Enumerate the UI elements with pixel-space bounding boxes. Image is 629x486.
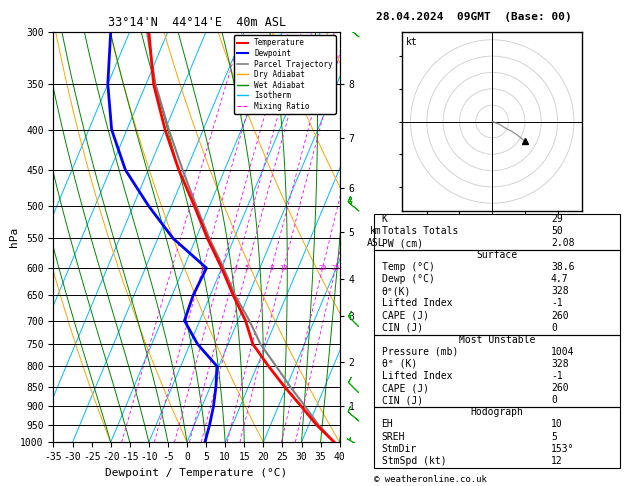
Text: 260: 260 [551,311,569,321]
Text: 2.08: 2.08 [551,238,574,248]
Text: 260: 260 [551,383,569,393]
Bar [374,250,620,335]
Text: 4.7: 4.7 [551,274,569,284]
Text: 25: 25 [331,265,340,271]
Text: Totals Totals: Totals Totals [382,226,458,236]
Text: Pressure (mb): Pressure (mb) [382,347,458,357]
Text: EH: EH [382,419,393,430]
Bar [374,335,620,407]
Text: SREH: SREH [382,432,405,441]
Text: 10: 10 [279,265,288,271]
Text: 2: 2 [201,265,205,271]
Legend: Temperature, Dewpoint, Parcel Trajectory, Dry Adiabat, Wet Adiabat, Isotherm, Mi: Temperature, Dewpoint, Parcel Trajectory… [233,35,336,114]
Text: CIN (J): CIN (J) [382,323,423,333]
Y-axis label: km
ASL: km ASL [367,226,384,248]
Text: Most Unstable: Most Unstable [459,335,535,345]
Text: Surface: Surface [476,250,518,260]
Text: 20: 20 [318,265,327,271]
Text: 328: 328 [551,286,569,296]
Text: CAPE (J): CAPE (J) [382,311,428,321]
Text: -1: -1 [551,298,562,309]
Text: 5: 5 [245,265,249,271]
Text: K: K [382,214,387,224]
Text: 3: 3 [220,265,224,271]
Text: Dewp (°C): Dewp (°C) [382,274,435,284]
Text: 28.04.2024  09GMT  (Base: 00): 28.04.2024 09GMT (Base: 00) [376,12,572,22]
Text: -1: -1 [551,371,562,381]
Text: Hodograph: Hodograph [470,407,523,417]
Y-axis label: hPa: hPa [9,227,19,247]
Bar [374,407,620,468]
Text: 1004: 1004 [551,347,574,357]
Text: PW (cm): PW (cm) [382,238,423,248]
Text: 10: 10 [551,419,562,430]
Text: kt: kt [406,37,418,47]
Text: θᵉ (K): θᵉ (K) [382,359,417,369]
Text: Lifted Index: Lifted Index [382,298,452,309]
Text: Temp (°C): Temp (°C) [382,262,435,272]
Text: 0: 0 [551,395,557,405]
Text: 328: 328 [551,359,569,369]
Text: StmDir: StmDir [382,444,417,453]
Bar [374,214,620,250]
Text: StmSpd (kt): StmSpd (kt) [382,456,446,466]
Text: Lifted Index: Lifted Index [382,371,452,381]
Text: CAPE (J): CAPE (J) [382,383,428,393]
Text: 5: 5 [551,432,557,441]
Text: 29: 29 [551,214,562,224]
Title: 33°14'N  44°14'E  40m ASL: 33°14'N 44°14'E 40m ASL [108,16,286,29]
Text: 12: 12 [551,456,562,466]
Text: CIN (J): CIN (J) [382,395,423,405]
Text: θᵉ(K): θᵉ(K) [382,286,411,296]
X-axis label: Dewpoint / Temperature (°C): Dewpoint / Temperature (°C) [106,468,287,478]
Text: 50: 50 [551,226,562,236]
Text: 38.6: 38.6 [551,262,574,272]
Text: © weatheronline.co.uk: © weatheronline.co.uk [374,474,487,484]
Text: 153°: 153° [551,444,574,453]
Text: 4: 4 [234,265,238,271]
Text: 8: 8 [269,265,274,271]
Text: 0: 0 [551,323,557,333]
